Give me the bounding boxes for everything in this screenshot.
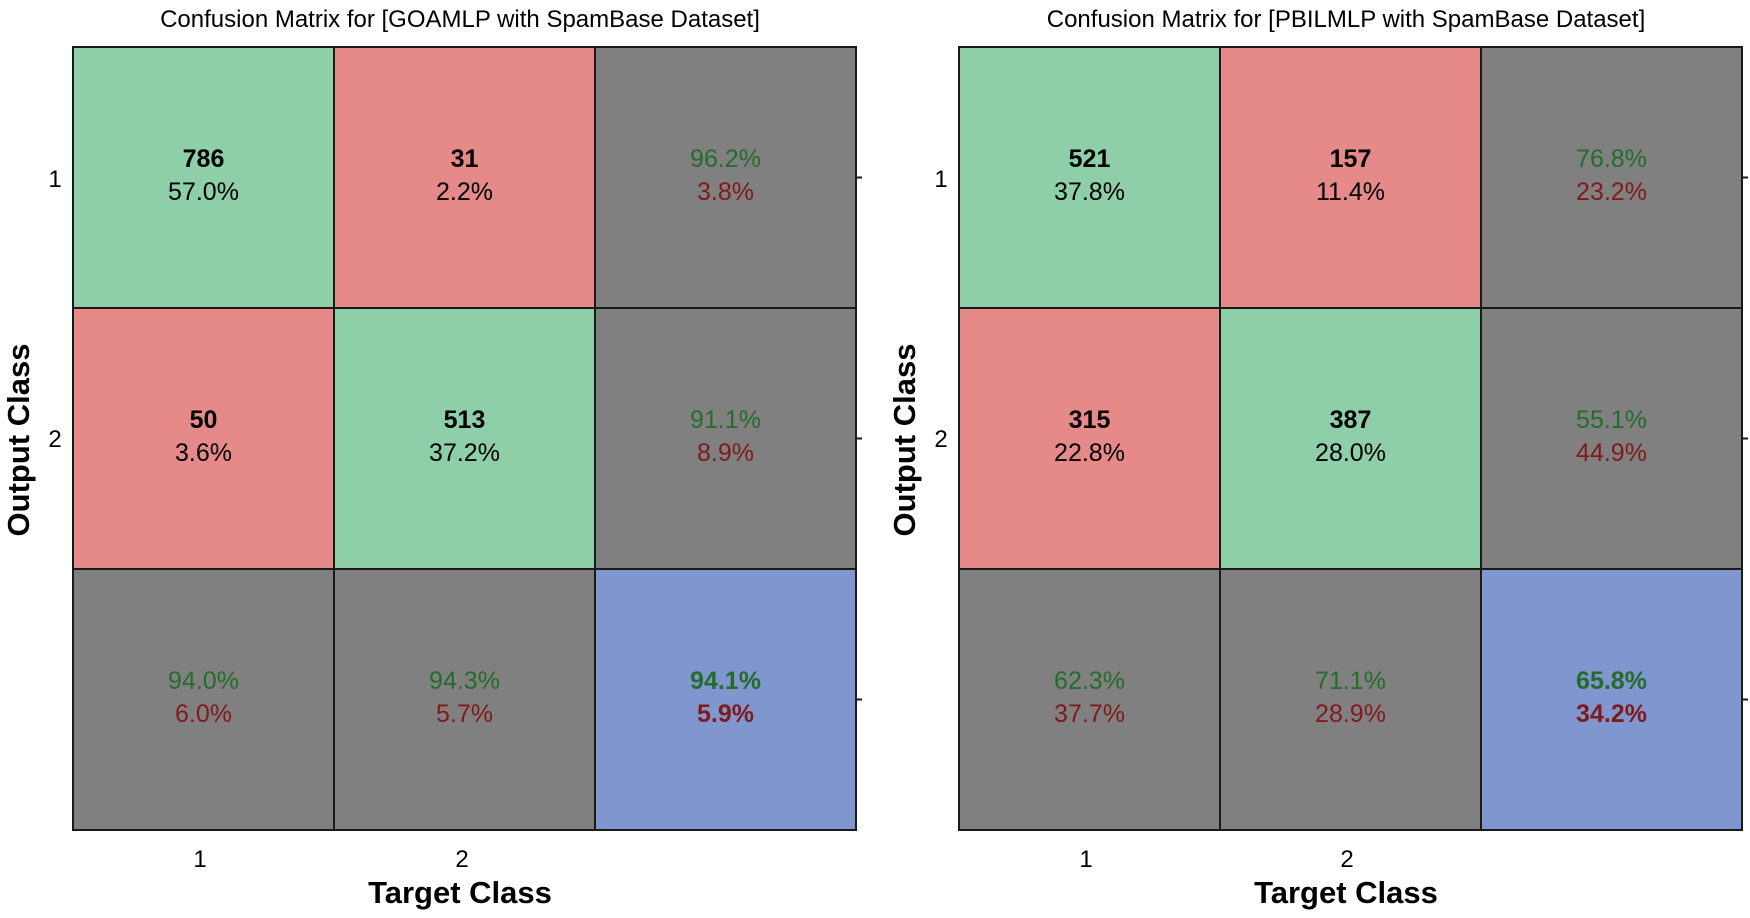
column-summary-cell [72,568,335,831]
chart-title: Confusion Matrix for [PBILMLP with SpamB… [1047,6,1646,33]
row-correct-percent: 55.1% [1576,406,1647,434]
overall-accuracy-cell [594,568,857,831]
cell-count: 513 [444,406,486,434]
matrix-cells: 786 57.0% 31 2.2% 96.2% 3.8% 50 3.6% 513 37.2% 91.… [72,46,857,831]
overall-error-percent: 34.2% [1576,700,1647,728]
column-error-percent: 37.7% [1054,700,1125,728]
cell-count: 31 [451,145,479,173]
row-error-percent: 23.2% [1576,178,1647,206]
pbilmlp-confusion-matrix-panel: Confusion Matrix for [PBILMLP with SpamB… [887,6,1748,910]
y-tick-label: 2 [934,426,947,453]
matrix-cells: 521 37.8% 157 11.4% 76.8% 23.2% 315 22.8% 387 28.… [958,46,1743,831]
correct-cell [1219,307,1482,570]
y-tick-label: 2 [48,426,61,453]
cell-count: 50 [190,406,218,434]
column-correct-percent: 94.3% [429,667,500,695]
column-correct-percent: 62.3% [1054,667,1125,695]
error-cell [72,307,335,570]
y-axis-label: Output Class [1,344,36,537]
cell-percent: 37.8% [1054,178,1125,206]
goamlp-confusion-matrix-panel: Confusion Matrix for [GOAMLP with SpamBa… [1,6,862,910]
chart-title: Confusion Matrix for [GOAMLP with SpamBa… [160,6,760,33]
column-summary-cell [333,568,596,831]
cell-count: 521 [1069,145,1111,173]
row-correct-percent: 91.1% [690,406,761,434]
column-correct-percent: 94.0% [168,667,239,695]
column-correct-percent: 71.1% [1315,667,1386,695]
column-error-percent: 28.9% [1315,700,1386,728]
cell-count: 786 [183,145,225,173]
column-error-percent: 6.0% [175,700,232,728]
x-axis-label: Target Class [368,875,552,910]
row-correct-percent: 76.8% [1576,145,1647,173]
x-tick-label: 1 [1079,846,1092,873]
error-cell [333,46,596,309]
cell-percent: 22.8% [1054,439,1125,467]
cell-percent: 11.4% [1316,178,1385,206]
row-error-percent: 8.9% [697,439,754,467]
x-tick-label: 2 [1340,846,1353,873]
cell-percent: 2.2% [436,178,493,206]
cell-count: 315 [1069,406,1111,434]
row-summary-cell [594,46,857,309]
y-axis-label: Output Class [887,344,922,537]
correct-cell [958,46,1221,309]
cell-percent: 28.0% [1315,439,1386,467]
error-cell [958,307,1221,570]
x-tick-label: 2 [455,846,468,873]
overall-correct-percent: 94.1% [690,667,761,695]
row-error-percent: 44.9% [1576,439,1647,467]
row-correct-percent: 96.2% [690,145,761,173]
row-summary-cell [1480,46,1743,309]
cell-percent: 57.0% [168,178,239,206]
column-error-percent: 5.7% [436,700,493,728]
x-tick-label: 1 [193,846,206,873]
correct-cell [72,46,335,309]
cell-percent: 37.2% [429,439,500,467]
cell-count: 387 [1330,406,1372,434]
x-axis-label: Target Class [1254,875,1438,910]
overall-accuracy-cell [1480,568,1743,831]
cell-count: 157 [1330,145,1372,173]
cell-percent: 3.6% [175,439,232,467]
overall-error-percent: 5.9% [697,700,754,728]
column-summary-cell [1219,568,1482,831]
row-error-percent: 3.8% [697,178,754,206]
y-tick-label: 1 [48,166,61,193]
y-tick-label: 1 [934,166,947,193]
overall-correct-percent: 65.8% [1576,667,1647,695]
error-cell [1219,46,1482,309]
